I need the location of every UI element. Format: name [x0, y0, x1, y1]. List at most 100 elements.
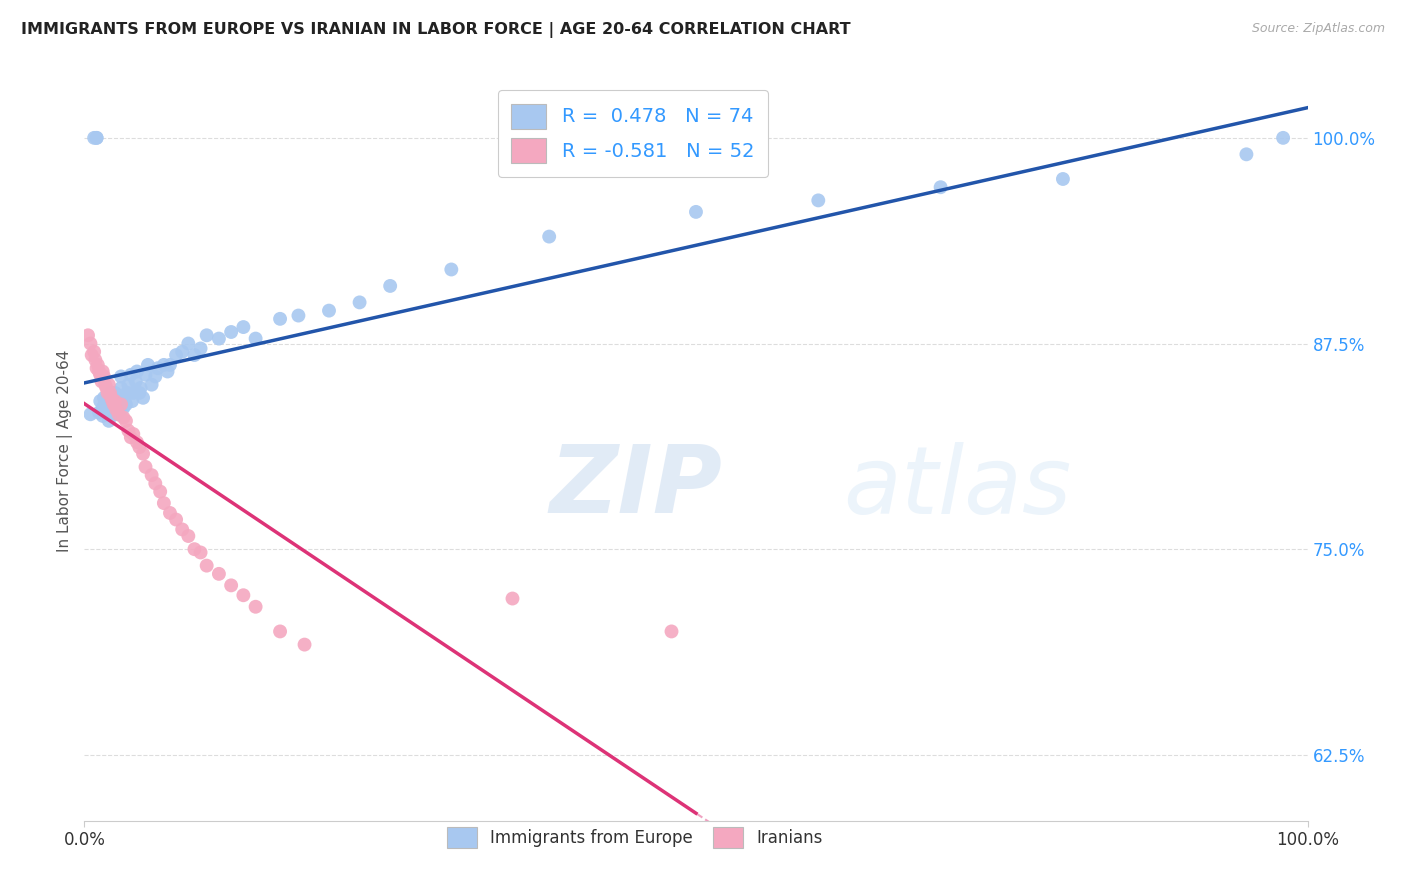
Point: [110, 397, 132, 411]
Point: [115, 397, 138, 411]
Point: [153, 496, 176, 510]
Point: [97, 414, 120, 428]
Point: [77, 328, 100, 343]
Point: [103, 397, 125, 411]
Point: [105, 402, 128, 417]
Point: [153, 358, 176, 372]
Point: [159, 358, 181, 372]
Point: [87, 406, 110, 420]
Point: [219, 578, 242, 592]
Point: [89, 394, 111, 409]
Point: [93, 369, 115, 384]
Point: [149, 484, 172, 499]
Point: [93, 391, 115, 405]
Point: [1052, 172, 1074, 186]
Point: [232, 320, 254, 334]
Point: [110, 369, 132, 384]
Point: [122, 427, 145, 442]
Point: [97, 402, 120, 417]
Point: [159, 506, 181, 520]
Point: [110, 381, 132, 395]
Point: [80, 348, 103, 362]
Point: [1236, 147, 1258, 161]
Point: [79, 336, 101, 351]
Point: [101, 397, 124, 411]
Point: [195, 558, 218, 573]
Point: [87, 358, 110, 372]
Point: [269, 311, 291, 326]
Text: IMMIGRANTS FROM EUROPE VS IRANIAN IN LABOR FORCE | AGE 20-64 CORRELATION CHART: IMMIGRANTS FROM EUROPE VS IRANIAN IN LAB…: [21, 22, 851, 38]
Point: [94, 397, 117, 411]
Point: [86, 131, 108, 145]
Point: [128, 440, 150, 454]
Legend: Immigrants from Europe, Iranians: Immigrants from Europe, Iranians: [439, 819, 831, 856]
Point: [104, 394, 127, 409]
Point: [104, 385, 127, 400]
Point: [94, 377, 117, 392]
Point: [101, 391, 124, 405]
Point: [114, 391, 136, 405]
Point: [97, 377, 120, 392]
Point: [141, 468, 163, 483]
Point: [661, 624, 683, 639]
Point: [135, 459, 157, 474]
Point: [100, 385, 122, 400]
Point: [380, 279, 402, 293]
Point: [98, 385, 121, 400]
Point: [84, 353, 107, 368]
Point: [101, 394, 124, 409]
Point: [1272, 131, 1295, 145]
Point: [115, 385, 138, 400]
Point: [172, 344, 194, 359]
Point: [929, 180, 952, 194]
Point: [177, 336, 200, 351]
Point: [104, 394, 127, 409]
Point: [100, 394, 122, 409]
Point: [165, 348, 187, 362]
Point: [120, 368, 142, 382]
Point: [97, 407, 120, 421]
Point: [219, 325, 242, 339]
Point: [190, 342, 212, 356]
Point: [141, 377, 163, 392]
Point: [538, 229, 561, 244]
Point: [132, 447, 155, 461]
Point: [105, 401, 128, 415]
Point: [269, 624, 291, 639]
Point: [349, 295, 371, 310]
Point: [79, 407, 101, 421]
Text: atlas: atlas: [842, 442, 1071, 533]
Point: [208, 332, 231, 346]
Point: [318, 303, 340, 318]
Point: [86, 361, 108, 376]
Point: [245, 332, 267, 346]
Point: [87, 364, 110, 378]
Point: [100, 391, 122, 405]
Point: [172, 523, 194, 537]
Point: [208, 566, 231, 581]
Point: [143, 476, 166, 491]
Point: [183, 348, 205, 362]
Point: [89, 368, 111, 382]
Point: [83, 131, 105, 145]
Point: [115, 414, 138, 428]
Point: [96, 381, 118, 395]
Point: [129, 381, 152, 395]
Point: [807, 194, 830, 208]
Point: [98, 401, 121, 415]
Point: [165, 512, 187, 526]
Point: [143, 369, 166, 384]
Text: ZIP: ZIP: [550, 442, 723, 533]
Point: [103, 402, 125, 417]
Y-axis label: In Labor Force | Age 20-64: In Labor Force | Age 20-64: [58, 350, 73, 551]
Point: [91, 409, 114, 423]
Point: [136, 358, 159, 372]
Point: [132, 391, 155, 405]
Point: [287, 309, 309, 323]
Point: [91, 364, 114, 378]
Point: [685, 205, 707, 219]
Point: [128, 385, 150, 400]
Point: [125, 375, 148, 389]
Point: [107, 397, 129, 411]
Point: [111, 394, 134, 409]
